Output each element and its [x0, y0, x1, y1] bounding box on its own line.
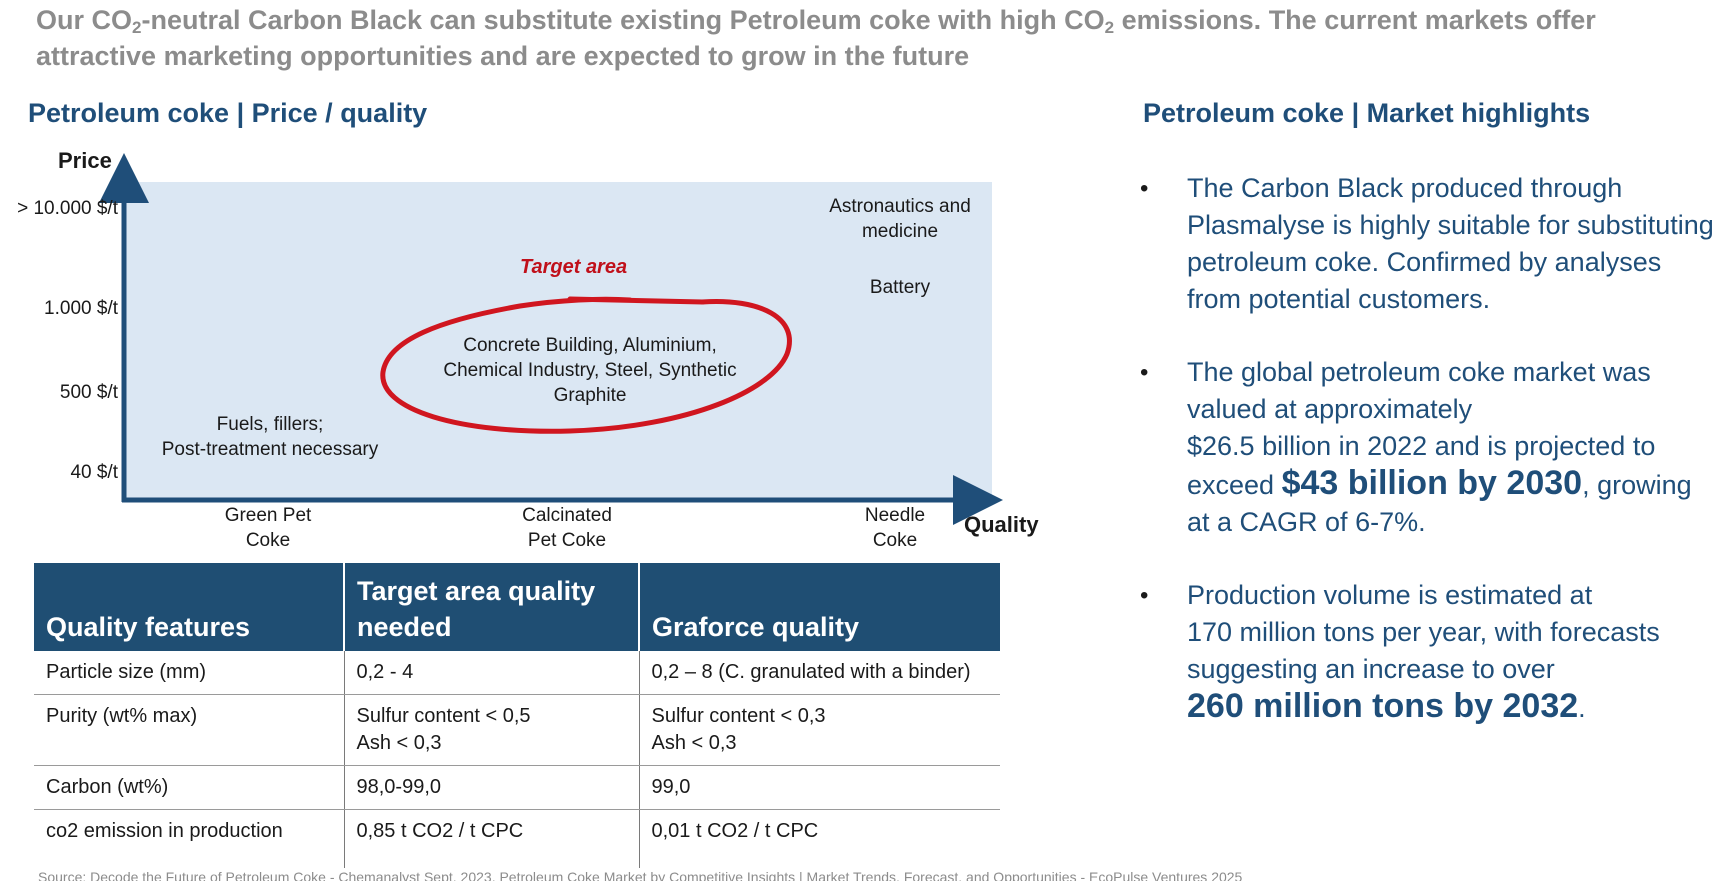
y-axis-label: Price [58, 148, 112, 173]
market-highlights-title: Petroleum coke | Market highlights [1143, 98, 1591, 128]
price-quality-chart: Price Quality > 10.000 $/t 1.000 $/t 500… [0, 140, 1060, 551]
target-cell: Sulfur content < 0,5 Ash < 0,3 [343, 694, 639, 766]
feature-cell: co2 emission in production [46, 820, 283, 842]
x-axis-label: Quality [964, 512, 1039, 537]
header-quality-features: Quality features [34, 563, 344, 651]
price-quality-title: Petroleum coke | Price / quality [28, 98, 428, 128]
target-cell: 0,2 - 4 [343, 651, 639, 695]
header-graforce-quality: Graforce quality [638, 563, 1000, 651]
graforce-cell: 99,0 [638, 765, 1000, 810]
graforce-cell: 0,2 – 8 (C. granulated with a binder) [638, 651, 1000, 695]
slide-headline: Our CO2-neutral Carbon Black can substit… [36, 5, 1596, 71]
chart-background [124, 182, 992, 500]
battery-annotation: Battery [869, 277, 931, 298]
table-row: co2 emission in production 0,85 t CO2 / … [34, 809, 1000, 868]
x-tick-label: Needle Coke [864, 505, 926, 551]
x-tick-label: Calcinated Pet Coke [522, 505, 612, 551]
graforce-cell: Sulfur content < 0,3 Ash < 0,3 [638, 694, 1000, 766]
target-area-text: Concrete Building, Aluminium, Chemical In… [443, 335, 737, 406]
feature-cell: Carbon (wt%) [34, 765, 344, 810]
list-item: The Carbon Black produced through Plasma… [1140, 170, 1720, 318]
feature-cell: Purity (wt% max) [34, 694, 344, 766]
header-target-area-quality: Target area quality needed [343, 563, 639, 651]
astronautics-annotation: Astronautics and medicine [829, 196, 971, 242]
table-row: Carbon (wt%) 98,0-99,0 99,0 [34, 765, 1000, 810]
fuels-annotation: Fuels, fillers; Post-treatment necessary [161, 414, 379, 460]
target-cell: 98,0-99,0 [343, 765, 639, 810]
target-area-label: Target area [520, 256, 628, 278]
feature-cell: Particle size (mm) [34, 651, 344, 695]
table-header-row: Quality features Target area quality need… [34, 563, 1000, 651]
target-area-stroke-start [567, 296, 706, 305]
y-tick-label: 1.000 $/t [44, 298, 118, 319]
table-row: Particle size (mm) 0,2 - 4 0,2 – 8 (C. g… [34, 651, 1000, 695]
chart-axes [99, 153, 1003, 525]
y-tick-label: 40 $/t [70, 462, 118, 483]
x-tick-label: Green Pet Coke [224, 505, 312, 551]
target-area-circle [380, 296, 792, 434]
market-highlights-list: The Carbon Black produced through Plasma… [1140, 170, 1720, 763]
y-tick-label: 500 $/t [59, 382, 118, 403]
quality-comparison-table: Quality features Target area quality need… [34, 563, 1000, 868]
table-row: Purity (wt% max) Sulfur content < 0,5 Ash… [34, 694, 1000, 766]
y-tick-label: > 10.000 $/t [17, 198, 118, 219]
graforce-cell: 0,01 t CO2 / t CPC [638, 809, 1000, 868]
target-cell: 0,85 t CO2 / t CPC [343, 809, 639, 868]
source-footnote: Source: Decode the Future of Petroleum C… [38, 869, 1243, 881]
list-item: The global petroleum coke market was val… [1140, 354, 1720, 541]
